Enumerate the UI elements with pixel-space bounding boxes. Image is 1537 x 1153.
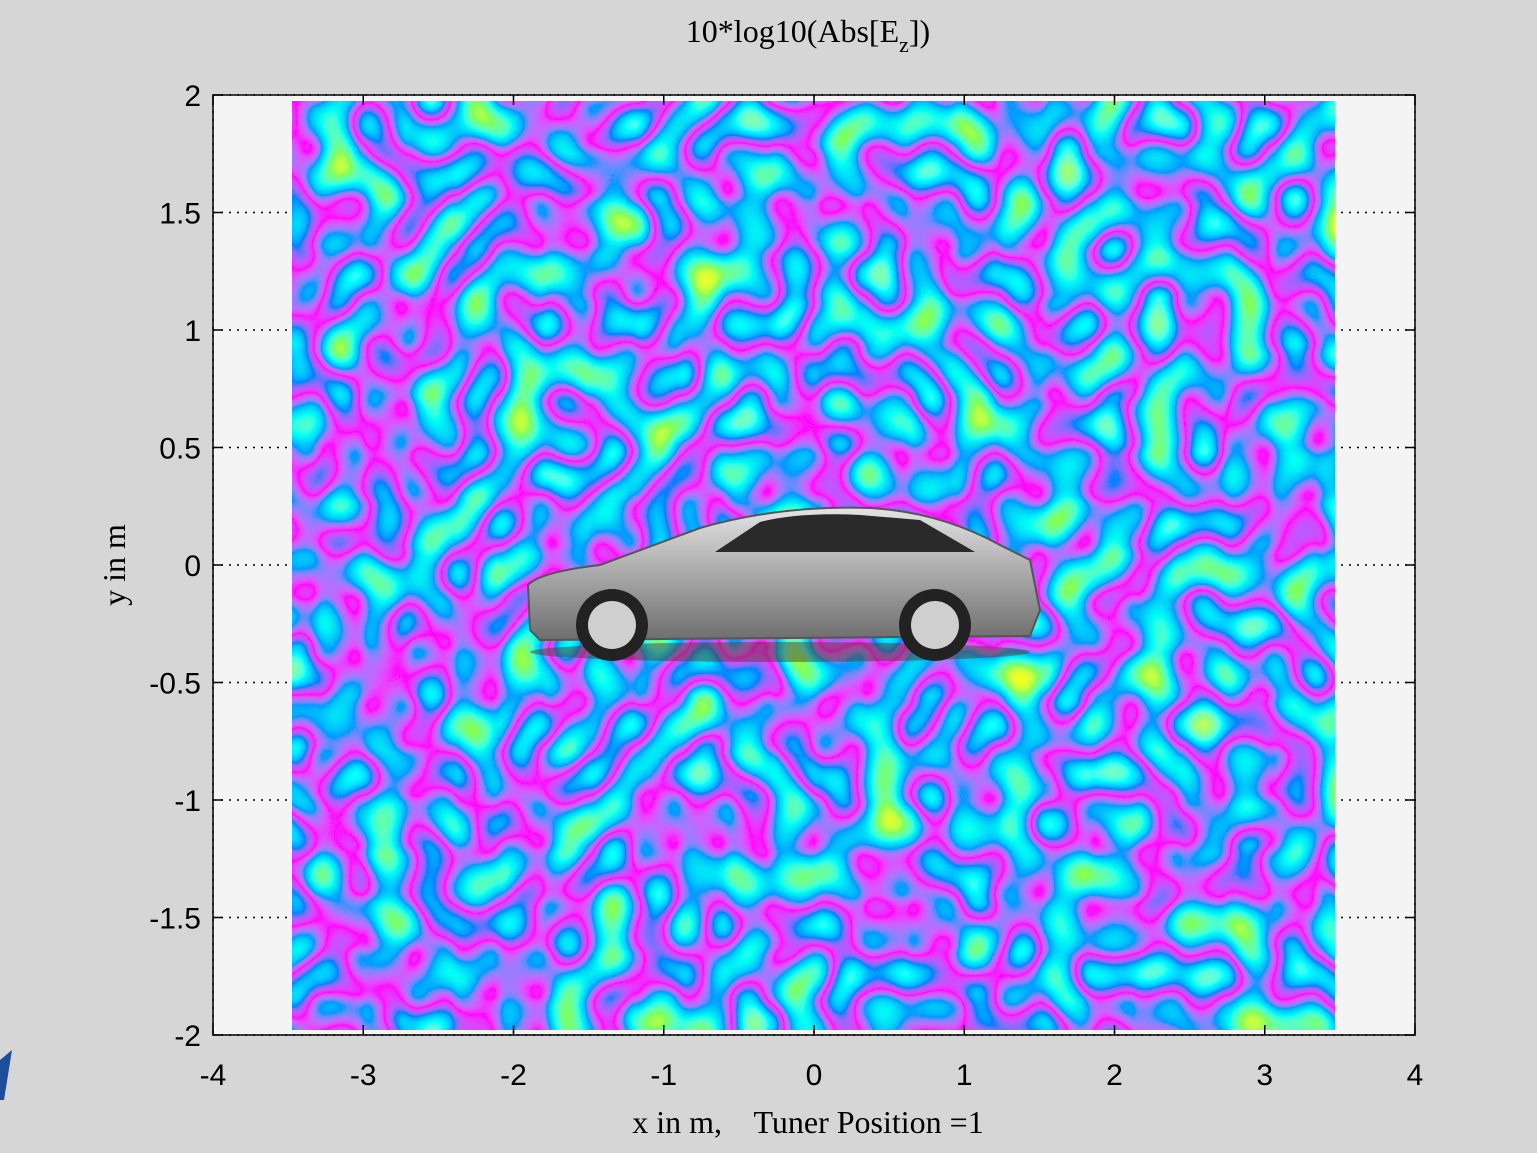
car-rim: [588, 601, 636, 649]
x-tick-label: -4: [200, 1059, 227, 1092]
y-tick-label: -2: [174, 1020, 201, 1053]
y-tick-label: 0.5: [159, 433, 201, 466]
x-tick-label: 2: [1106, 1059, 1123, 1092]
y-tick-label: -0.5: [149, 668, 201, 701]
x-tick-label: 3: [1256, 1059, 1273, 1092]
y-tick-label: 2: [184, 80, 201, 113]
x-tick-label: -3: [350, 1059, 377, 1092]
y-tick-label: -1.5: [149, 903, 201, 936]
figure: -4 -3 -2 -1 0 1 2 3 4 -2 -1.5 -1 -0.5 0 0.5 1 1.5 2 10*lo…: [0, 0, 1537, 1153]
x-tick-label: 0: [806, 1059, 823, 1092]
page: -4 -3 -2 -1 0 1 2 3 4 -2 -1.5 -1 -0.5 0 0.5 1 1.5 2 10*lo…: [0, 0, 1537, 1153]
x-tick-label: -1: [650, 1059, 677, 1092]
title-subscript: z: [899, 32, 909, 57]
x-axis-label: x in m, Tuner Position =1: [632, 1104, 983, 1140]
y-axis-label: y in m: [96, 524, 132, 606]
title-part: 10*log10(Abs[E: [686, 13, 899, 49]
x-tick-label: 4: [1407, 1059, 1424, 1092]
x-tick-label: 1: [956, 1059, 973, 1092]
y-tick-label: 0: [184, 550, 201, 583]
y-tick-label: -1: [174, 785, 201, 818]
title-part: ]): [909, 13, 930, 49]
x-tick-label: -2: [500, 1059, 527, 1092]
y-tick-label: 1.5: [159, 198, 201, 231]
car-rim: [911, 601, 959, 649]
y-tick-label: 1: [184, 315, 201, 348]
